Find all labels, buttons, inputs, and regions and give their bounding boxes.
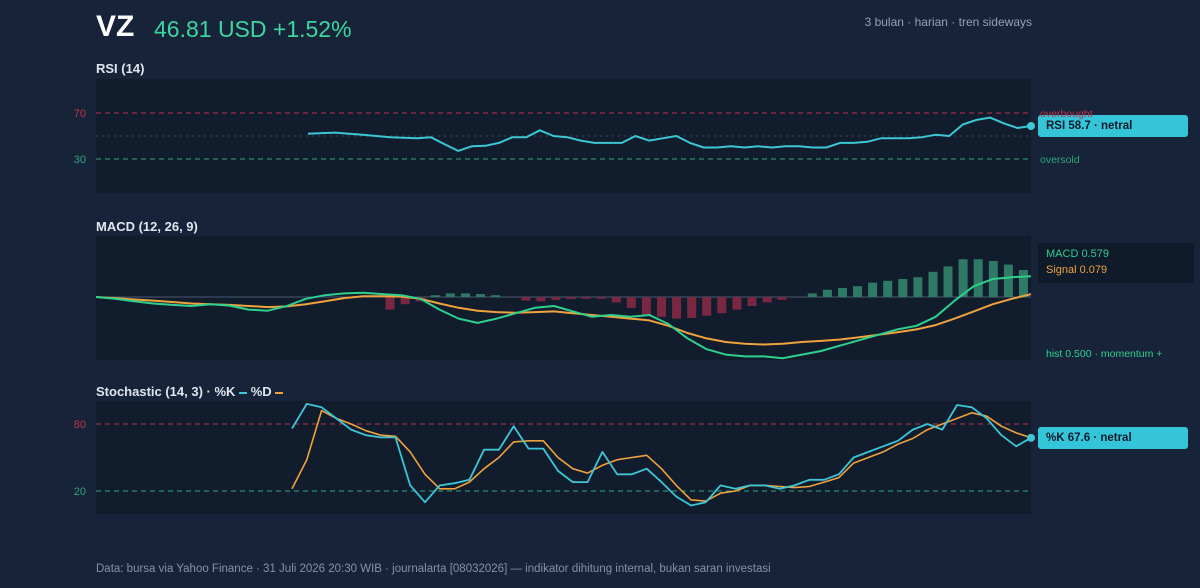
stoch-badge: %K 67.6 · netral: [1038, 427, 1188, 449]
macd-histogram-bar: [747, 297, 757, 306]
rsi-title: RSI (14): [96, 61, 145, 76]
macd-histogram-bar: [400, 297, 410, 305]
rsi-tick-30: 30: [74, 154, 86, 166]
signal-line: [95, 293, 1032, 346]
stoch-title-text: Stochastic (14, 3) · %K: [96, 384, 236, 399]
macd-histogram-bar: [491, 295, 501, 297]
k-legend-swatch: [239, 391, 248, 394]
price-change: 46.81 USD +1.52%: [154, 16, 352, 42]
macd-histogram-bar: [641, 297, 651, 315]
macd-histogram-bar: [1018, 270, 1028, 297]
stoch-d-line: [291, 409, 1032, 502]
macd-histogram-bar: [551, 297, 561, 300]
macd-histogram-bar: [777, 297, 787, 300]
macd-histogram-bar: [626, 297, 636, 308]
signal-legend-value: Signal 0.079: [1046, 264, 1108, 276]
macd-histogram-bar: [807, 293, 817, 297]
stoch-title: Stochastic (14, 3) · %K %D: [96, 384, 284, 399]
macd-title: MACD (12, 26, 9): [96, 219, 198, 234]
macd-histogram-bar: [822, 289, 832, 297]
macd-histogram-bar: [943, 266, 953, 297]
stoch-tick-20: 20: [74, 486, 86, 498]
macd-histogram-bar: [536, 297, 546, 302]
macd-histogram-bar: [958, 259, 968, 297]
rsi-end-dot: [1027, 121, 1035, 130]
macd-histogram-bar: [430, 295, 440, 297]
stoch-panel: [96, 401, 1031, 514]
macd-histogram-bar: [702, 297, 712, 316]
macd-histogram-bar: [385, 297, 395, 310]
macd-histogram-bar: [445, 293, 455, 297]
macd-histogram-bar: [566, 297, 576, 300]
rsi-tick-70: 70: [74, 108, 86, 120]
macd-histogram-bar: [672, 297, 682, 319]
macd-histogram-bar: [853, 286, 862, 297]
rsi-badge: RSI 58.7 · netral: [1038, 115, 1188, 137]
macd-histogram-bar: [913, 277, 923, 297]
macd-histogram-bar: [611, 297, 621, 303]
macd-histogram-bar: [657, 297, 666, 317]
d-legend-swatch: [275, 391, 284, 394]
ticker-symbol: VZ: [96, 10, 135, 43]
macd-histogram-bar: [838, 288, 847, 297]
stoch-k-line: [291, 402, 1032, 507]
macd-histogram-bar: [868, 282, 878, 297]
macd-line: [95, 275, 1032, 360]
period-info: 3 bulan · harian · tren sideways: [864, 15, 1032, 29]
macd-histogram-bar: [928, 271, 938, 297]
stoch-end-dot: [1027, 433, 1035, 442]
macd-legend: MACD 0.579 Signal 0.079: [1038, 243, 1194, 283]
macd-histogram-bar: [461, 293, 470, 297]
macd-histogram-bar: [581, 297, 591, 299]
overbought-label: overbought: [1040, 108, 1093, 120]
data-source-footer: Data: bursa via Yahoo Finance · 31 Juli …: [96, 563, 771, 575]
hist-note: hist 0.500 · momentum +: [1046, 348, 1163, 360]
stoch-tick-80: 80: [74, 419, 86, 431]
macd-histogram-bar: [596, 297, 606, 299]
macd-histogram-bar: [762, 297, 772, 303]
macd-histogram-bar: [1003, 264, 1013, 297]
macd-histogram-bar: [521, 297, 531, 301]
rsi-line: [307, 116, 1032, 152]
macd-panel: [96, 236, 1031, 360]
macd-histogram-bar: [973, 259, 983, 297]
macd-histogram-bar: [898, 279, 908, 297]
macd-histogram-bar: [732, 297, 742, 310]
oversold-label: oversold: [1040, 154, 1080, 166]
macd-histogram-bar: [717, 297, 727, 314]
d-legend-label: %D: [250, 384, 272, 399]
macd-histogram-bar: [476, 294, 485, 297]
macd-histogram-bar: [687, 297, 697, 318]
macd-histogram-bar: [883, 280, 893, 297]
macd-legend-value: MACD 0.579: [1046, 248, 1109, 260]
